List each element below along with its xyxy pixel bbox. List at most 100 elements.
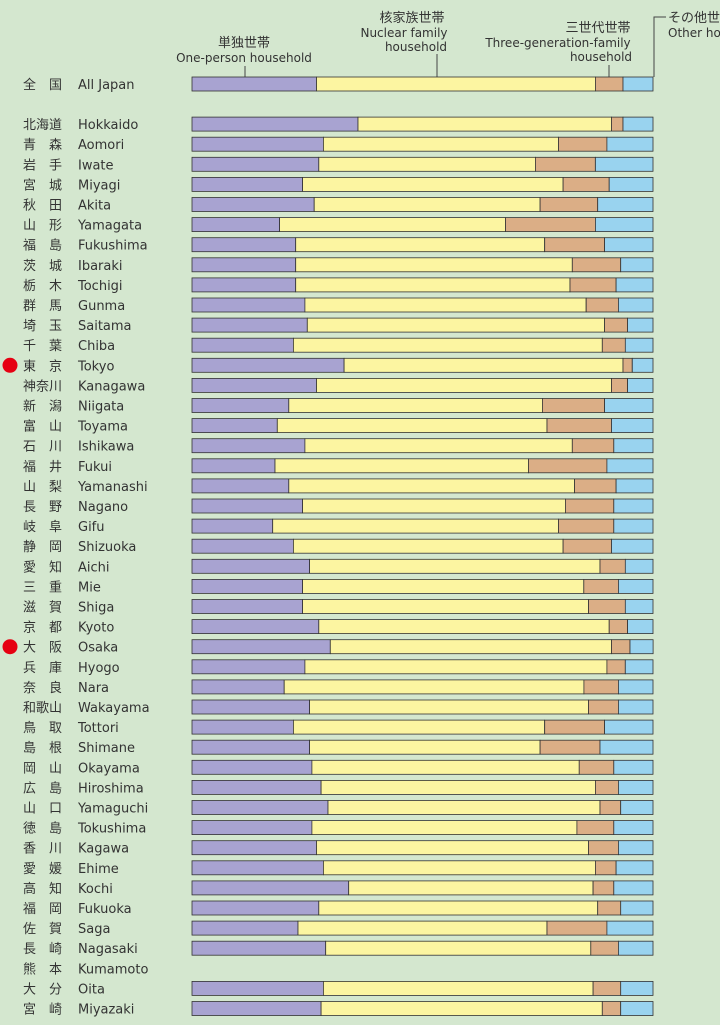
- bar-segment-chiba-three-generation: [601, 337, 626, 353]
- series-headers: 単独世帯 One-person household 核家族世帯 Nuclear …: [176, 10, 720, 77]
- bar-segment-tottori-three-generation: [544, 719, 606, 735]
- bar-segment-hokkaido-one-person: [191, 116, 359, 132]
- highlight-dot-osaka: [2, 639, 18, 655]
- bar-segment-kyoto-one-person: [191, 619, 320, 634]
- row-label-jp-niigata: 新 潟: [23, 399, 62, 415]
- bar-segment-yamagata-three-generation: [505, 217, 596, 233]
- bar-segment-ishikawa-three-generation: [571, 438, 615, 454]
- bar-segment-kochi-three-generation: [592, 880, 615, 896]
- row-label-en-oita: Oita: [78, 982, 105, 997]
- row-label-jp-okayama: 岡 山: [23, 761, 62, 776]
- bar-segment-hiroshima-three-generation: [595, 780, 619, 795]
- bar-segment-shizuoka-other: [611, 538, 654, 554]
- bar-segment-kanagawa-three-generation: [611, 377, 629, 393]
- bar-segment-nagasaki-other: [618, 940, 654, 956]
- bar-segment-miyagi-three-generation: [562, 176, 610, 192]
- bar-segment-shiga-nuclear: [302, 599, 589, 614]
- row-label-jp-yamagata: 山 形: [23, 219, 62, 234]
- bar-segment-tochigi-other: [615, 277, 654, 293]
- bar-segment-chiba-nuclear: [292, 337, 603, 353]
- bar-segment-miyazaki-other: [620, 1001, 654, 1016]
- row-label-jp-kumamoto: 熊 本: [23, 961, 62, 977]
- bar-segment-chiba-other: [624, 337, 654, 353]
- header-three-generation-en-line1: Three-generation-family: [484, 36, 630, 50]
- bar-segment-nagasaki-one-person: [191, 940, 327, 956]
- bar-segment-ishikawa-one-person: [191, 438, 306, 454]
- bar-segment-saga-nuclear: [297, 920, 548, 936]
- bar-segment-shizuoka-nuclear: [292, 538, 564, 554]
- row-label-en-aomori: Aomori: [78, 138, 124, 153]
- header-one-person-en: One-person household: [176, 51, 312, 65]
- bar-segment-toyama-one-person: [191, 418, 278, 434]
- bar-segment-hokkaido-three-generation: [611, 116, 624, 132]
- bar-segment-fukui-one-person: [191, 458, 276, 474]
- row-label-jp-hokkaido: 北海道: [23, 118, 62, 133]
- bar-segment-saga-one-person: [191, 920, 299, 936]
- row-label-en-shimane: Shimane: [78, 741, 135, 756]
- bar-segment-hyogo-other: [624, 659, 654, 675]
- bar-segment-miyazaki-one-person: [191, 1001, 322, 1016]
- bar-segment-okayama-nuclear: [311, 759, 580, 775]
- row-label-jp-nagano: 長 野: [23, 500, 62, 515]
- bar-segment-yamaguchi-three-generation: [599, 800, 622, 815]
- bar-segment-kochi-other: [613, 880, 654, 896]
- bar-segment-saga-three-generation: [546, 920, 608, 936]
- bar-segment-tokushima-nuclear: [311, 820, 578, 835]
- bar-segment-oita-nuclear: [322, 981, 594, 996]
- row-label-en-miyagi: Miyagi: [78, 178, 120, 193]
- bar-segment-oita-one-person: [191, 981, 324, 996]
- bar-segment-okayama-three-generation: [578, 759, 615, 775]
- row-label-en-tochigi: Tochigi: [77, 279, 123, 294]
- row-label-jp-aomori: 青 森: [23, 138, 62, 153]
- row-label-en-shizuoka: Shizuoka: [78, 540, 136, 555]
- bar-segment-wakayama-one-person: [191, 699, 310, 715]
- bar-segment-hyogo-three-generation: [606, 659, 626, 675]
- row-label-en-toyama: Toyama: [77, 420, 128, 435]
- row-label-en-ishikawa: Ishikawa: [78, 440, 134, 455]
- row-label-jp-nagasaki: 長 崎: [23, 942, 62, 957]
- header-other-jp: その他世帯: [668, 11, 720, 26]
- row-label-jp-shimane: 島 根: [23, 741, 62, 756]
- bar-segment-yamaguchi-nuclear: [327, 800, 601, 815]
- bar-segment-akita-three-generation: [539, 197, 599, 212]
- bar-segment-tokyo-nuclear: [343, 357, 624, 373]
- header-nuclear-en-line2: household: [385, 40, 447, 54]
- row-label-en-shiga: Shiga: [78, 601, 114, 616]
- bar-segment-kanagawa-one-person: [191, 377, 317, 393]
- row-label-en-fukuoka: Fukuoka: [78, 902, 132, 917]
- row-label-jp-hiroshima: 広 島: [23, 781, 62, 796]
- bar-segment-fukuoka-one-person: [191, 900, 320, 916]
- row-label-en-yamagata: Yamagata: [77, 219, 142, 234]
- bar-segment-oita-three-generation: [592, 981, 622, 996]
- bar-segment-osaka-three-generation: [611, 639, 631, 655]
- bar-segment-shimane-three-generation: [539, 739, 601, 755]
- row-label-jp-mie: 三 重: [23, 579, 62, 595]
- header-three-generation-jp: 三世代世帯: [565, 21, 630, 36]
- bar-segment-nagano-one-person: [191, 498, 303, 514]
- bar-segment-fukui-three-generation: [528, 458, 608, 474]
- row-label-jp-ishikawa: 石 川: [23, 440, 62, 455]
- row-label-jp-iwate: 岩 手: [23, 158, 62, 173]
- bar-segment-aomori-three-generation: [558, 136, 608, 152]
- row-label-jp-all-japan: 全 国: [23, 77, 62, 93]
- bar-segment-yamaguchi-other: [620, 800, 654, 815]
- bar-segment-aomori-nuclear: [322, 136, 559, 152]
- bar-segment-fukuoka-other: [620, 900, 654, 916]
- bar-segment-hokkaido-nuclear: [357, 116, 613, 132]
- bar-segment-ehime-nuclear: [322, 860, 596, 876]
- bar-segment-akita-nuclear: [313, 197, 541, 212]
- bar-segment-niigata-one-person: [191, 398, 290, 413]
- bar-segment-shizuoka-three-generation: [562, 538, 612, 554]
- bar-segment-shimane-nuclear: [309, 739, 541, 755]
- row-label-en-kyoto: Kyoto: [78, 621, 114, 636]
- bar-segment-tochigi-three-generation: [569, 277, 617, 293]
- row-label-jp-fukushima: 福 島: [23, 239, 62, 254]
- bar-segment-shimane-one-person: [191, 739, 310, 755]
- bar-segment-miyagi-other: [608, 176, 654, 192]
- row-label-jp-miyazaki: 宮 崎: [23, 1002, 62, 1018]
- bar-segment-akita-one-person: [191, 197, 315, 212]
- bar-segment-yamanashi-other: [615, 478, 654, 494]
- bar-segment-kyoto-nuclear: [318, 619, 610, 634]
- bar-segment-fukushima-three-generation: [544, 237, 606, 253]
